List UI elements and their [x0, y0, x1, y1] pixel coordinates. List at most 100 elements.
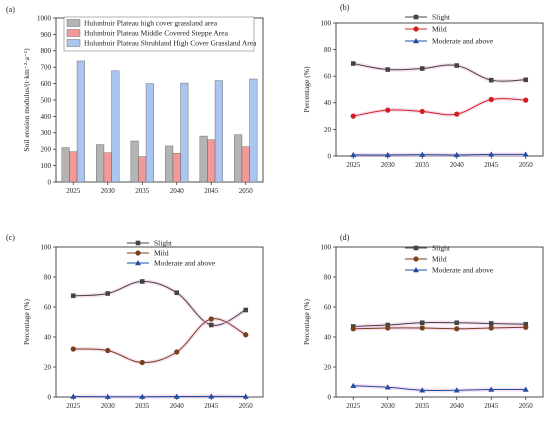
x-tick-label: 2040	[450, 402, 465, 410]
legend-label: Hulunbuir Plateau high cover grassland a…	[84, 19, 218, 28]
data-point	[174, 349, 180, 355]
series-line	[353, 385, 526, 392]
data-point	[454, 63, 460, 68]
y-tick-label: 900	[41, 31, 52, 39]
x-tick-label: 2030	[381, 161, 396, 169]
data-point	[385, 107, 391, 113]
data-point	[522, 386, 529, 392]
data-point	[488, 77, 494, 83]
data-point	[523, 77, 529, 83]
series-line	[353, 98, 526, 117]
x-tick-label: 2050	[239, 402, 254, 410]
data-point	[139, 359, 145, 366]
data-point	[243, 332, 249, 338]
y-tick-label: 100	[41, 243, 52, 251]
data-point	[453, 151, 460, 158]
data-point	[488, 321, 494, 326]
data-point	[384, 384, 391, 390]
data-point	[385, 325, 391, 331]
x-tick-label: 2045	[204, 402, 219, 410]
y-tick-label: 0	[48, 393, 52, 401]
data-point	[454, 326, 460, 332]
data-point	[105, 291, 111, 296]
x-tick-label: 2045	[484, 161, 499, 169]
legend-label: Moderate and above	[432, 37, 494, 46]
x-tick-label: 2045	[204, 187, 219, 195]
y-axis-title: Soil erosion modulus/(t·km⁻²·a⁻¹)	[22, 48, 31, 152]
series-line	[353, 63, 526, 82]
y-tick-label: 80	[324, 46, 332, 54]
plot-frame	[55, 246, 264, 398]
bar	[165, 145, 174, 183]
data-point	[105, 347, 111, 354]
data-point	[139, 393, 146, 399]
data-point	[413, 38, 419, 44]
bar	[103, 152, 112, 183]
data-point	[454, 111, 460, 117]
x-tick-label: 2035	[135, 402, 150, 410]
y-axis-title: Percentage (%)	[22, 298, 31, 345]
bar	[172, 153, 181, 183]
data-point	[385, 67, 391, 72]
legend: Hulunbuir Plateau high cover grassland a…	[63, 16, 257, 52]
series-line	[353, 153, 526, 156]
y-tick-label: 300	[41, 129, 52, 137]
legend: Slight Mild Moderate and above	[405, 244, 494, 275]
y-tick-label: 0	[328, 393, 332, 401]
y-tick-label: 60	[324, 73, 332, 81]
y-tick-label: 600	[41, 80, 52, 88]
legend-label: Moderate and above	[432, 266, 494, 275]
data-point	[488, 386, 495, 392]
data-point	[385, 322, 391, 328]
x-tick-label: 2035	[415, 161, 430, 169]
x-tick-label: 2050	[239, 187, 254, 195]
data-point	[419, 325, 425, 331]
data-point	[419, 387, 426, 393]
x-tick-label: 2030	[101, 402, 116, 410]
data-point	[350, 113, 356, 119]
plot-frame	[335, 246, 544, 398]
panel-label: (b)	[340, 3, 350, 12]
data-point	[243, 307, 249, 313]
y-tick-label: 100	[321, 243, 332, 251]
bar	[199, 135, 208, 183]
data-point	[242, 393, 249, 399]
y-tick-label: 800	[41, 47, 52, 55]
data-point	[350, 326, 356, 332]
data-point	[453, 387, 460, 393]
x-tick-label: 2035	[135, 187, 150, 195]
data-point	[384, 151, 391, 158]
series-line	[73, 280, 246, 326]
x-tick-label: 2025	[346, 402, 361, 410]
bar	[214, 80, 223, 183]
y-tick-label: 0	[48, 178, 52, 186]
series-line	[353, 326, 526, 330]
x-tick-label: 2025	[346, 161, 361, 169]
legend-swatch	[66, 39, 81, 47]
data-point	[70, 293, 76, 299]
legend-label: Hulunbuir Plateau Shrubland High Cover G…	[84, 39, 257, 48]
data-point	[523, 97, 529, 103]
legend-swatch	[66, 19, 81, 27]
x-tick-label: 2030	[381, 402, 396, 410]
y-tick-label: 200	[41, 146, 52, 154]
data-point	[350, 382, 357, 388]
legend-label: Slight	[154, 239, 173, 248]
data-point	[174, 290, 180, 296]
data-point	[139, 279, 145, 284]
legend-label: Mild	[154, 249, 169, 258]
x-tick-label: 2040	[450, 161, 465, 169]
data-point	[413, 26, 419, 32]
x-tick-label: 2045	[484, 402, 499, 410]
series-line	[73, 318, 246, 364]
data-point	[413, 14, 419, 20]
y-tick-label: 60	[324, 303, 332, 311]
bar	[69, 151, 78, 183]
bar	[96, 144, 105, 183]
data-point	[208, 393, 215, 399]
x-tick-label: 2040	[170, 402, 185, 410]
y-tick-label: 40	[44, 333, 52, 341]
y-tick-label: 60	[44, 303, 52, 311]
legend-label: Hulunbuir Plateau Middle Covered Steppe …	[84, 29, 229, 38]
panel-label: (a)	[6, 5, 15, 14]
